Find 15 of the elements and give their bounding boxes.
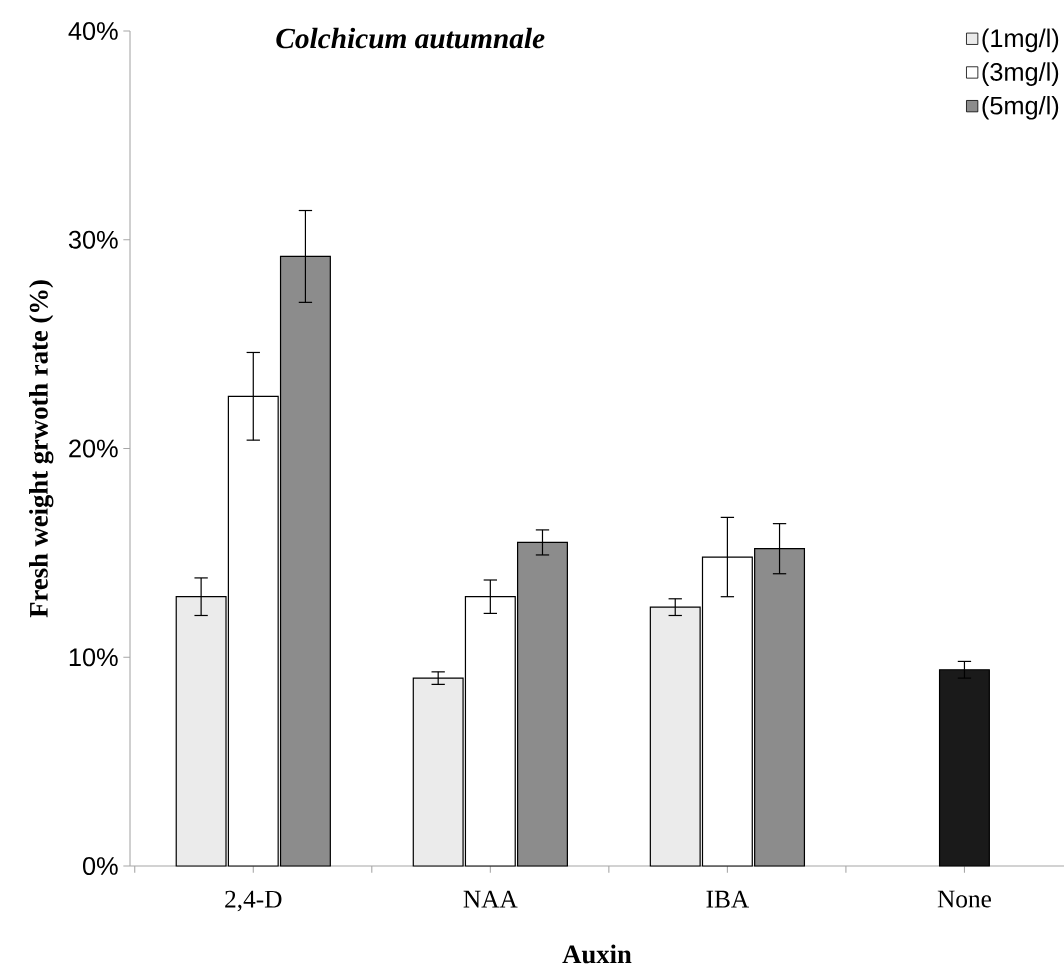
legend-label: (3mg/l)	[982, 62, 1059, 86]
legend-label: (1mg/l)	[982, 28, 1059, 53]
x-tick-label: 2,4-D	[225, 890, 282, 912]
y-axis-title: Fresh weight grwoth rate (%)	[29, 280, 54, 618]
y-tick-label: 30%	[68, 230, 118, 249]
x-axis-title: Auxin	[562, 944, 632, 964]
legend-label: (5mg/l)	[982, 95, 1059, 120]
x-tick-label: NAA	[463, 890, 518, 908]
x-tick-label: IBA	[706, 890, 750, 908]
y-tick-label: 40%	[68, 22, 118, 40]
y-tick-label: 10%	[69, 648, 118, 667]
chart-title: Colchicum autumnale	[276, 27, 545, 49]
y-tick-label: 20%	[69, 439, 118, 458]
x-tick-label: None	[937, 890, 991, 908]
y-tick-label: 0%	[83, 857, 118, 875]
